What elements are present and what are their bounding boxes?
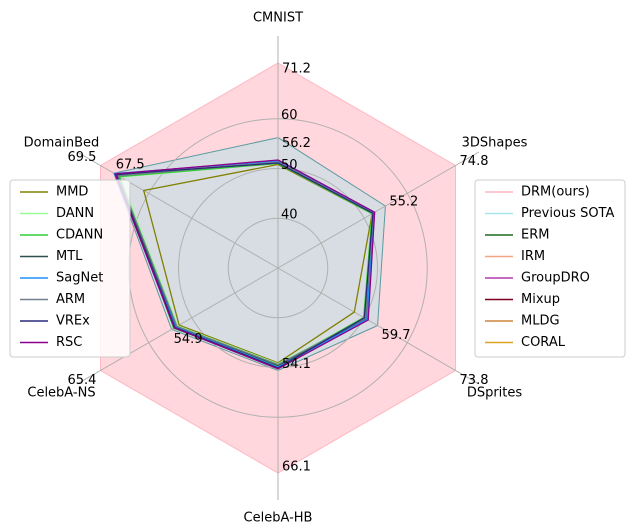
series-polygon: [118, 162, 373, 367]
spoke: [277, 151, 480, 269]
axis-label: CelebA-HB: [244, 511, 313, 523]
legend-label: SagNet: [56, 271, 103, 286]
value-label: 74.8: [460, 154, 489, 169]
legend-box: [9, 179, 131, 358]
legend-label: VREx: [56, 314, 90, 329]
r-tick-label: 60: [281, 108, 298, 123]
r-tick-label: 50: [281, 158, 298, 173]
legend-label: MMD: [56, 185, 88, 200]
value-label: 71.2: [282, 62, 311, 77]
spoke: [76, 151, 279, 269]
legend-label: MTL: [56, 249, 83, 264]
legend-label: GroupDRO: [521, 271, 590, 286]
axis-label: DSprites: [467, 386, 523, 401]
legend-label: ARM: [56, 292, 85, 307]
axis-label: CelebA-NS: [27, 386, 95, 401]
value-label: 59.7: [382, 328, 411, 343]
axis-label: CMNIST: [253, 11, 303, 26]
value-label: 54.1: [282, 357, 311, 372]
legend-label: RSC: [56, 335, 82, 350]
legend-label: Previous SOTA: [521, 206, 614, 221]
legend-label: IRM: [521, 249, 545, 264]
legend-label: CORAL: [521, 335, 566, 350]
value-label: 55.2: [389, 195, 418, 210]
legend-box: [474, 179, 626, 358]
spoke: [277, 267, 480, 385]
legend-label: CDANN: [56, 228, 103, 243]
series-polygon: [114, 159, 376, 370]
value-label: 65.4: [68, 373, 97, 388]
axis-label: 3DShapes: [462, 136, 528, 151]
legend-label: Mixup: [521, 292, 560, 307]
value-label: 67.5: [116, 158, 145, 173]
legend-label: DANN: [56, 206, 94, 221]
value-label: 66.1: [282, 460, 311, 475]
legend-label: DRM(ours): [521, 185, 590, 200]
axis-label: DomainBed: [24, 136, 100, 151]
legend-label: MLDG: [521, 314, 560, 329]
value-label: 54.9: [174, 332, 203, 347]
r-tick-label: 40: [281, 208, 298, 223]
legend-label: ERM: [521, 228, 549, 243]
value-label: 69.5: [68, 150, 97, 165]
value-label: 56.2: [282, 136, 311, 151]
value-label: 73.8: [460, 373, 489, 388]
